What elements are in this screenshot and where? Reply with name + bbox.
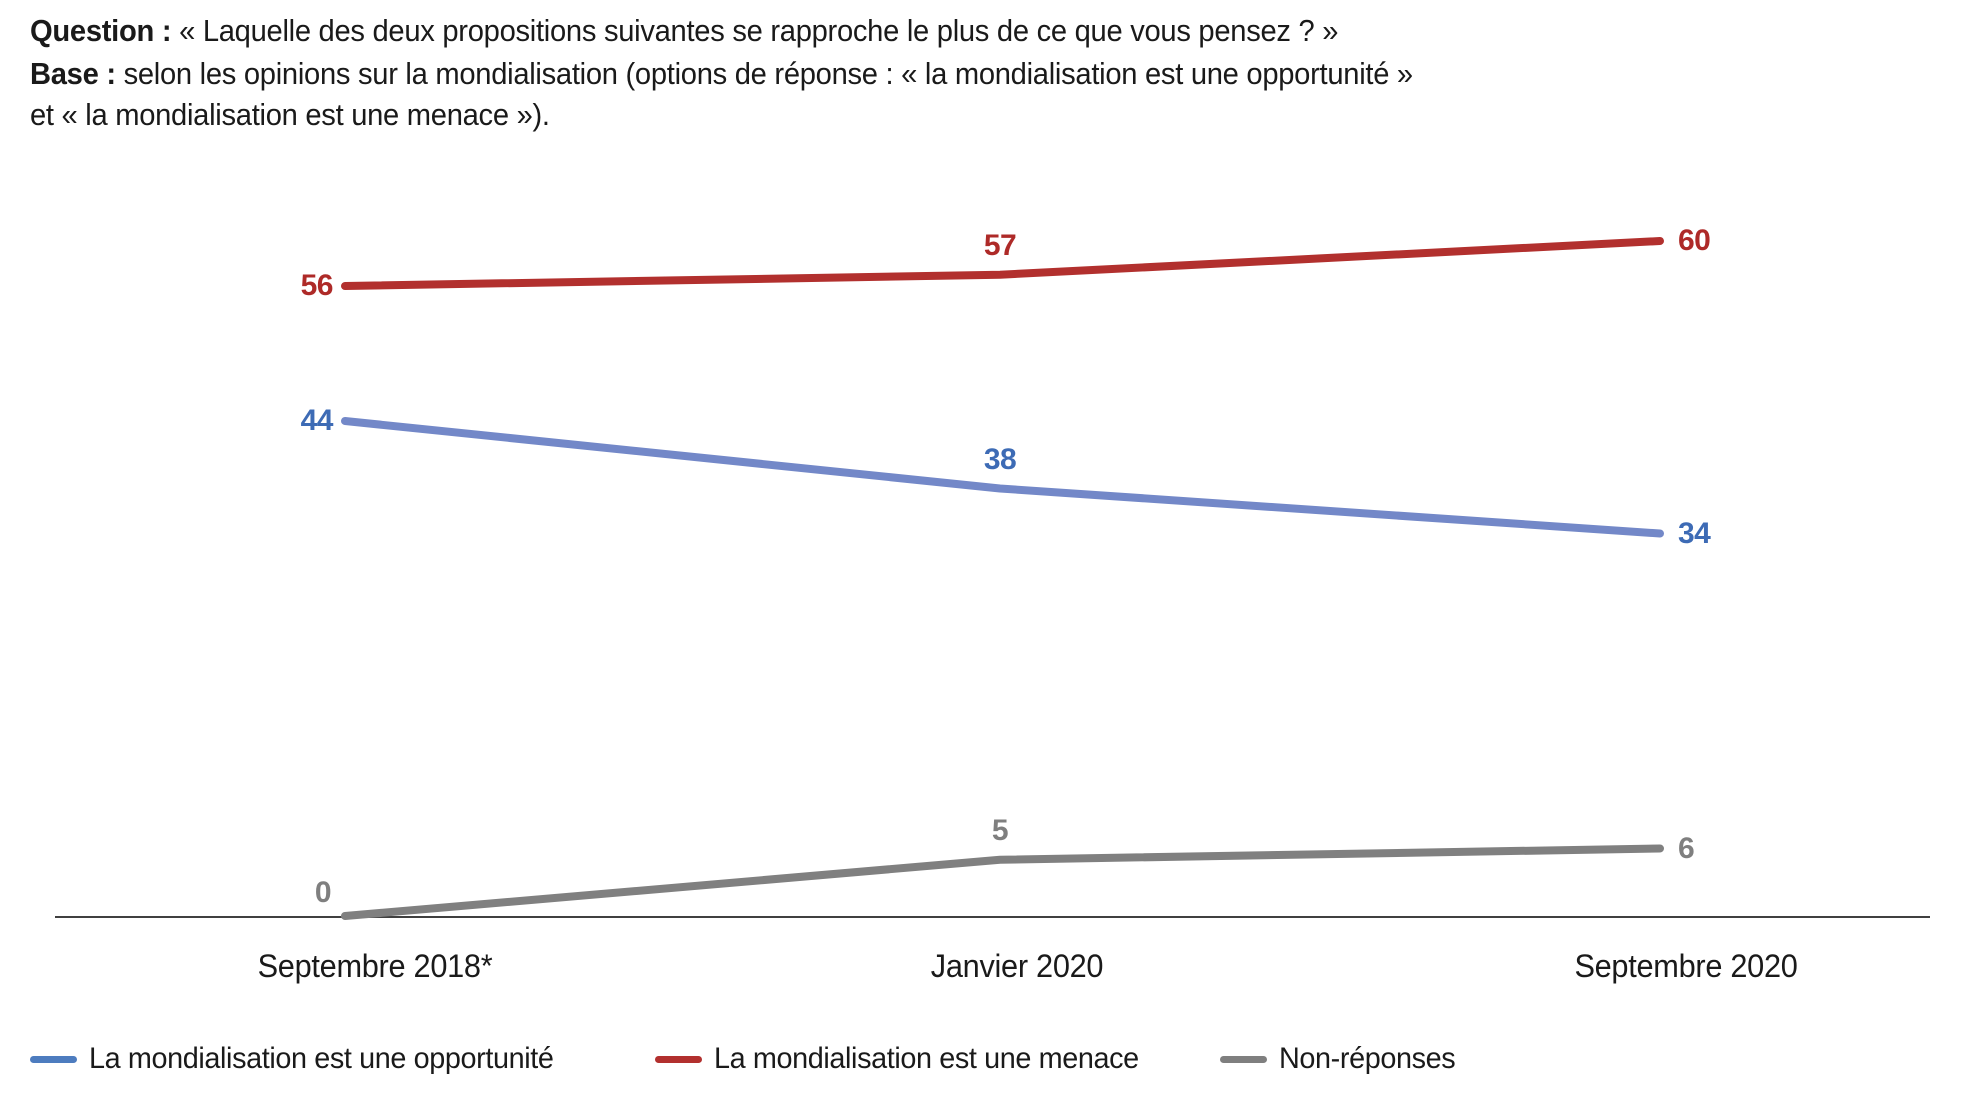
question-line: Question : « Laquelle des deux propositi… <box>30 10 1816 51</box>
legend-item-menace: La mondialisation est une menace <box>655 1041 1157 1077</box>
chart-header: Question : « Laquelle des deux propositi… <box>30 10 1816 137</box>
legend-item-non-reponses: Non-réponses <box>1220 1041 1463 1077</box>
data-label-la-mondialisation-est-une-opportunit-1: 38 <box>983 442 1017 476</box>
data-label-la-mondialisation-est-une-menace-1: 57 <box>983 228 1017 262</box>
question-text: « Laquelle des deux propositions suivant… <box>171 13 1339 48</box>
legend-label-menace: La mondialisation est une menace <box>714 1042 1139 1075</box>
legend-swatch-opportunite <box>30 1055 77 1063</box>
base-label: Base : <box>30 56 116 91</box>
x-tick-septembre-2018: Septembre 2018* <box>257 948 493 984</box>
legend-label-opportunite: La mondialisation est une opportunité <box>89 1042 554 1075</box>
data-label-non-r-ponses-0: 0 <box>314 876 332 909</box>
series-line-non-r-ponses <box>341 844 1664 920</box>
data-label-non-r-ponses-2: 6 <box>1678 831 1695 865</box>
x-tick-septembre-2020: Septembre 2020 <box>1574 948 1798 984</box>
data-label-la-mondialisation-est-une-menace-2: 60 <box>1678 224 1711 257</box>
data-label-la-mondialisation-est-une-menace-0: 56 <box>300 269 334 302</box>
base-line: Base : selon les opinions sur la mondial… <box>30 53 1816 135</box>
base-text-1: selon les opinions sur la mondialisation… <box>115 56 1414 91</box>
data-label-la-mondialisation-est-une-opportunit-2: 34 <box>1678 516 1711 550</box>
data-label-non-r-ponses-1: 5 <box>991 813 1009 847</box>
series-line-la-mondialisation-est-une-opportunit <box>341 417 1664 538</box>
legend-swatch-menace <box>655 1055 702 1063</box>
base-text-2: et « la mondialisation est une menace »)… <box>30 97 550 132</box>
data-label-la-mondialisation-est-une-opportunit-0: 44 <box>300 404 334 437</box>
x-tick-janvier-2020: Janvier 2020 <box>930 948 1104 984</box>
series-line-la-mondialisation-est-une-menace <box>341 237 1664 290</box>
question-label: Question : <box>30 13 172 48</box>
legend-label-non-reponses: Non-réponses <box>1279 1042 1456 1075</box>
legend-swatch-non-reponses <box>1220 1055 1267 1063</box>
legend-item-opportunite: La mondialisation est une opportunité <box>30 1041 573 1077</box>
